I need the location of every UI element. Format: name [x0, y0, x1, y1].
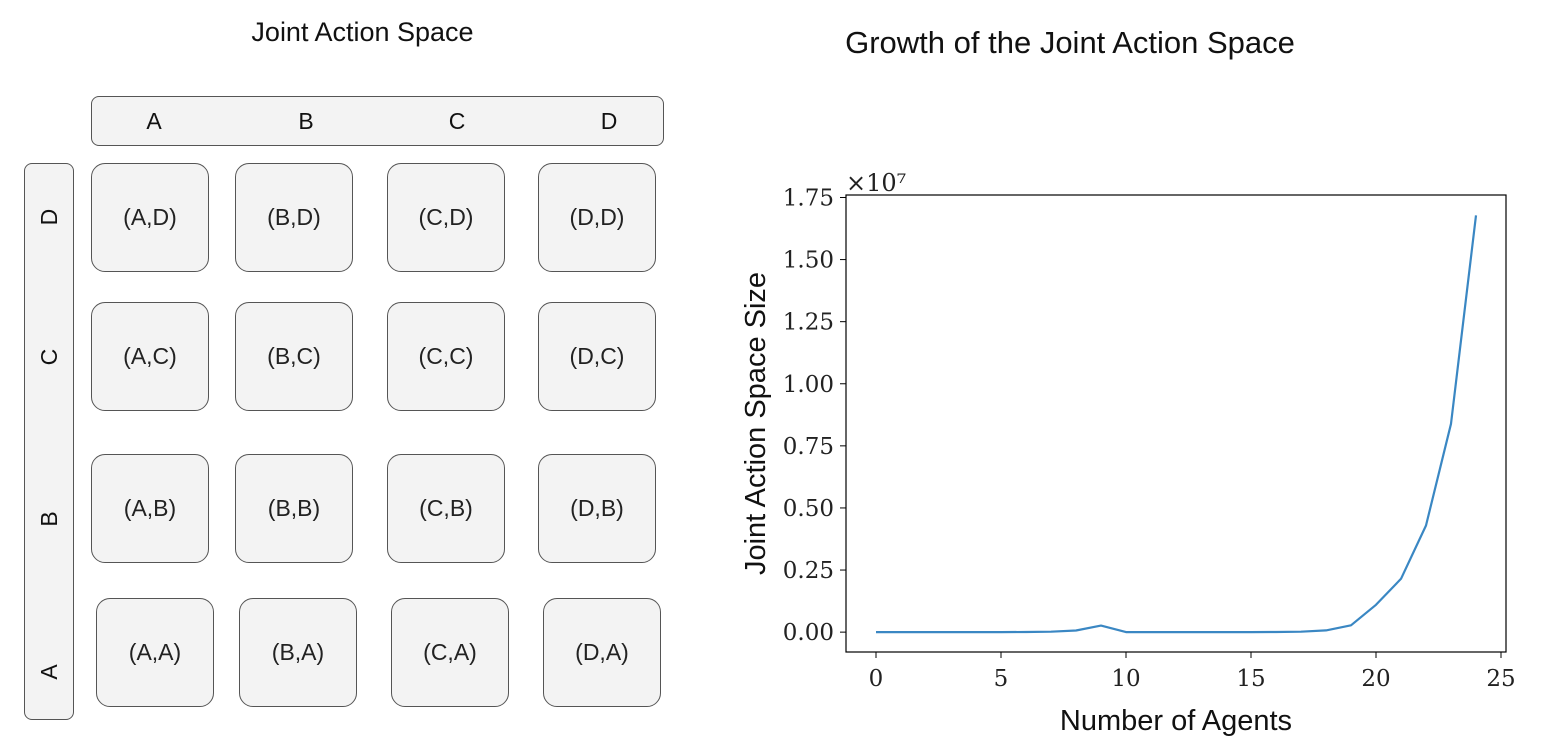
- y-tick-label: 0.50: [783, 496, 834, 522]
- cell-d-a: (D,A): [543, 598, 661, 707]
- cell-b-d: (B,D): [235, 163, 353, 272]
- matrix-title: Joint Action Space: [251, 17, 474, 47]
- x-tick-label: 10: [1111, 666, 1140, 692]
- column-label-c: C: [448, 108, 466, 134]
- series-line: [876, 215, 1478, 634]
- cell-a-b: (A,B): [91, 454, 209, 563]
- y-tick-label: 1.50: [783, 248, 834, 274]
- column-label-b: B: [298, 108, 314, 134]
- cell-c-c: (C,C): [387, 302, 505, 411]
- y-tick-label: 1.75: [783, 185, 834, 211]
- cell-a-a: (A,A): [96, 598, 214, 707]
- cell-a-c: (A,C): [91, 302, 209, 411]
- column-label-d: D: [600, 108, 618, 134]
- y-offset-label: ×10⁷: [846, 169, 906, 197]
- cell-b-c: (B,C): [235, 302, 353, 411]
- y-tick-label: 0.25: [783, 558, 834, 584]
- x-tick-label: 15: [1236, 666, 1265, 692]
- cell-d-b: (D,B): [538, 454, 656, 563]
- cell-d-d: (D,D): [538, 163, 656, 272]
- y-axis-label: Joint Action Space Size: [740, 272, 772, 575]
- y-tick-label: 0.00: [783, 620, 834, 646]
- x-tick-label: 20: [1361, 666, 1390, 692]
- cell-b-a: (B,A): [239, 598, 357, 707]
- cell-c-a: (C,A): [391, 598, 509, 707]
- x-tick-label: 0: [869, 666, 884, 692]
- cell-a-d: (A,D): [91, 163, 209, 272]
- cell-b-b: (B,B): [235, 454, 353, 563]
- row-header-bar: [24, 163, 74, 720]
- cell-c-b: (C,B): [387, 454, 505, 563]
- plot-frame: [845, 194, 1507, 653]
- y-tick-label: 1.25: [783, 310, 834, 336]
- x-tick-label: 25: [1486, 666, 1515, 692]
- cell-d-c: (D,C): [538, 302, 656, 411]
- column-header-bar: [91, 96, 664, 146]
- column-label-a: A: [146, 108, 162, 134]
- y-tick-label: 0.75: [783, 434, 834, 460]
- x-tick-label: 5: [994, 666, 1009, 692]
- x-axis-label: Number of Agents: [1060, 705, 1292, 737]
- chart-title: Growth of the Joint Action Space: [845, 25, 1295, 60]
- cell-c-d: (C,D): [387, 163, 505, 272]
- y-tick-label: 1.00: [783, 372, 834, 398]
